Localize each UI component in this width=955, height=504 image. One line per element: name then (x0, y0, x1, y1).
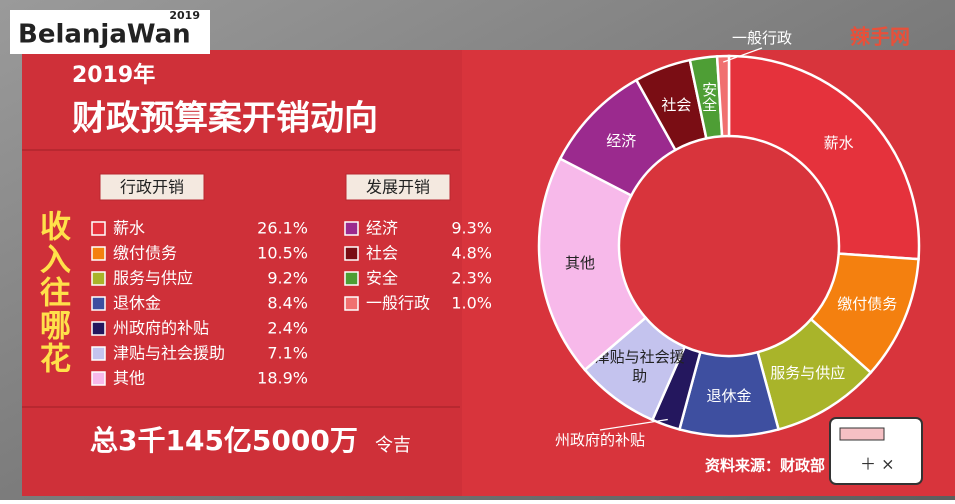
slice-label: 安全 (700, 82, 719, 113)
slice-label-box: 一般行政 (731, 28, 792, 47)
legend-swatch (344, 246, 359, 261)
legend-swatch (344, 296, 359, 311)
slice-label: 经济 (606, 132, 637, 151)
legend-swatch (91, 346, 106, 361)
brand-box (10, 10, 210, 54)
legend-swatch (91, 296, 106, 311)
svg-text:＋ ×: ＋ × (860, 455, 895, 474)
slice-label: 社会 (661, 96, 692, 115)
total-amount: 总3千145亿5000万 (90, 424, 358, 457)
slice-label: 一般行政 (731, 28, 792, 47)
legend-swatch (91, 271, 106, 286)
doc-icon: ＋ × (829, 417, 923, 485)
slice-label-box: 退休金 (706, 386, 752, 405)
legend-label: 缴付债务 (113, 244, 177, 263)
brand-year: 2019 (169, 9, 200, 22)
legend-label: 退休金 (113, 294, 161, 313)
legend-label: 津贴与社会援助 (113, 344, 225, 363)
side-label-box: 收入往哪花 (34, 210, 70, 375)
legend-value: 10.5% (257, 244, 308, 263)
side-label: 收入往哪花 (34, 210, 70, 375)
legend-value: 1.0% (451, 294, 492, 313)
legend-value: 9.2% (267, 269, 308, 288)
legend-label: 薪水 (113, 219, 145, 238)
legend-swatch (344, 271, 359, 286)
legend-value: 18.9% (257, 369, 308, 388)
legend-label: 其他 (113, 369, 145, 388)
legend-header-box (99, 173, 205, 201)
legend-value: 7.1% (267, 344, 308, 363)
slice-label-box: 缴付债务 (837, 294, 898, 313)
title: 财政预算案开销动向 (72, 99, 378, 139)
legend-swatch (91, 321, 106, 336)
slice-label: 州政府的补贴 (554, 430, 645, 449)
legend-value: 9.3% (451, 219, 492, 238)
legend-value: 2.3% (451, 269, 492, 288)
legend-value: 2.4% (267, 319, 308, 338)
slice-label-box: 社会 (661, 96, 692, 115)
slice-label-box: 津贴与社会援助 (594, 347, 685, 385)
legend-swatch (91, 246, 106, 261)
legend-label: 一般行政 (366, 294, 430, 313)
legend-value: 26.1% (257, 219, 308, 238)
total-currency: 令吉 (375, 435, 411, 456)
donut-slice (727, 54, 921, 261)
legend-value: 8.4% (267, 294, 308, 313)
callout-line (599, 418, 668, 431)
legend-swatch (344, 221, 359, 236)
legend-label: 安全 (366, 269, 398, 288)
source: 资料来源：财政部 (705, 457, 825, 475)
slice-label-box: 州政府的补贴 (554, 430, 645, 449)
legend-swatch (91, 221, 106, 236)
subtitle: 2019年 (72, 62, 155, 88)
site-logo: 辣手网 (850, 25, 910, 49)
legend-label: 经济 (366, 219, 398, 238)
slice-label: 薪水 (823, 134, 854, 153)
slice-label: 服务与供应 (770, 364, 846, 383)
donut-slice (537, 156, 648, 372)
donut-slice (715, 54, 731, 138)
callout-line (723, 47, 763, 63)
legend-label: 州政府的补贴 (113, 319, 209, 338)
slice-label-box: 其他 (564, 254, 595, 273)
slice-label: 退休金 (706, 386, 752, 405)
slice-label: 缴付债务 (837, 294, 898, 313)
legend-header: 发展开销 (366, 178, 430, 197)
slice-label-box: 经济 (606, 132, 637, 151)
slice-label: 津贴与社会援助 (594, 347, 685, 385)
slice-label: 其他 (564, 254, 595, 273)
brand-name: BelanjaWan (18, 20, 191, 50)
legend-swatch (91, 371, 106, 386)
slice-label-box: 薪水 (823, 134, 854, 153)
legend-value: 4.8% (451, 244, 492, 263)
slice-label-box: 安全 (700, 82, 719, 113)
legend-label: 服务与供应 (113, 269, 193, 288)
legend-header-box (345, 173, 451, 201)
legend-header: 行政开销 (120, 178, 184, 197)
legend-label: 社会 (366, 244, 398, 263)
slice-label-box: 服务与供应 (770, 364, 846, 383)
